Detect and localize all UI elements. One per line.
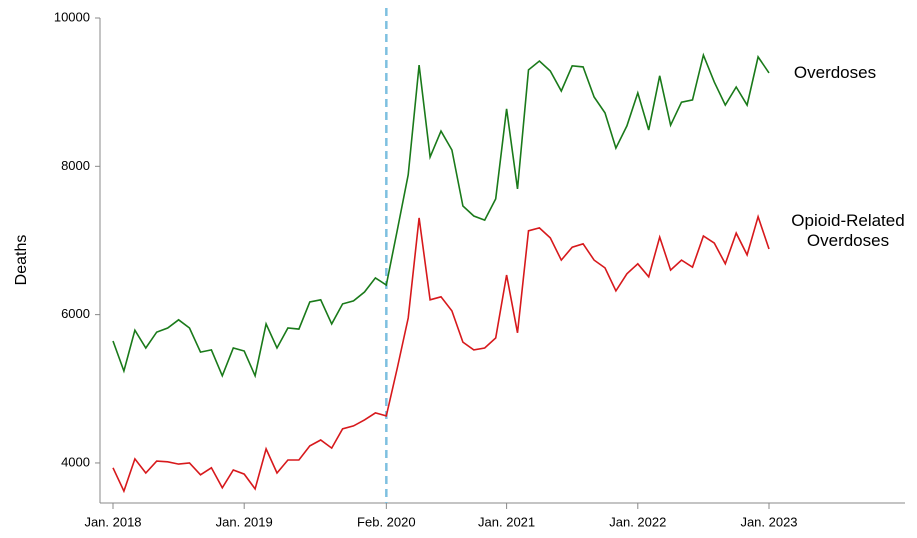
- y-tick-label: 10000: [54, 9, 90, 24]
- x-tick-label: Jan. 2019: [216, 514, 273, 529]
- series-line: [112, 52, 770, 379]
- series-line: [112, 214, 770, 494]
- y-tick-label: 6000: [61, 306, 90, 321]
- series-label: Opioid-Related Overdoses: [791, 211, 905, 250]
- x-tick-label: Jan. 2018: [84, 514, 141, 529]
- y-tick-label: 8000: [61, 158, 90, 173]
- x-tick-label: Jan. 2021: [478, 514, 535, 529]
- y-axis-title: Deaths: [13, 235, 30, 286]
- x-tick-label: Jan. 2022: [609, 514, 666, 529]
- y-tick-label: 4000: [61, 454, 90, 469]
- x-tick-label: Feb. 2020: [357, 514, 416, 529]
- x-tick-label: Jan. 2023: [740, 514, 797, 529]
- series-label: Overdoses: [793, 62, 877, 82]
